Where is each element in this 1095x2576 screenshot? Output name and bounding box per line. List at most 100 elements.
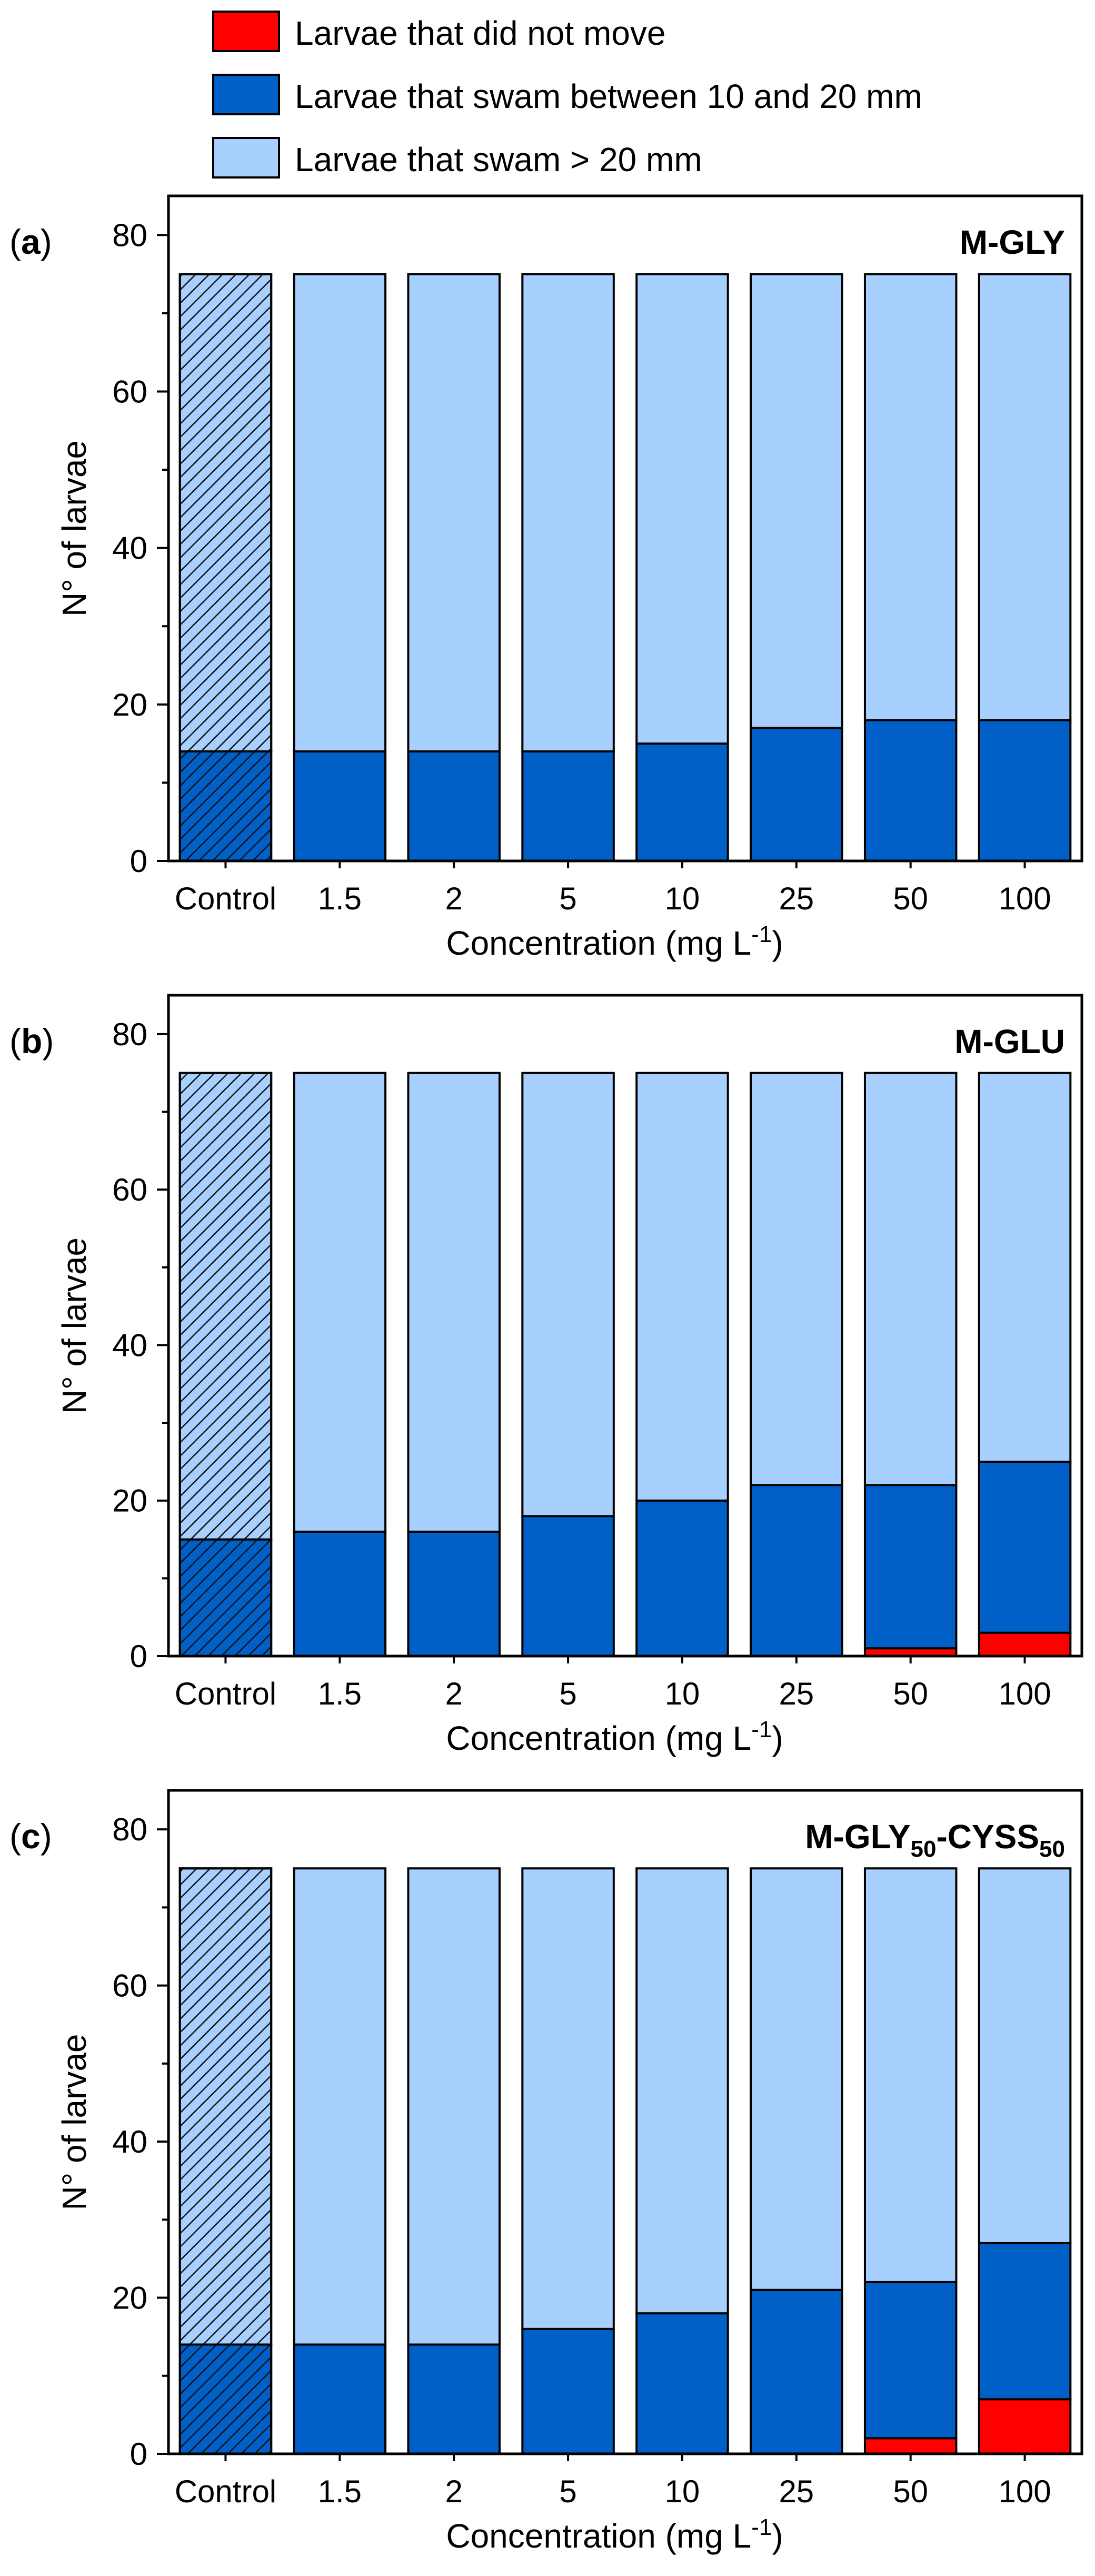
bar-swam-10-20-1.5: [293, 1530, 387, 1657]
x-tick-label: Control: [175, 881, 276, 916]
plot-frame: [167, 994, 1083, 1658]
bar-swam-gt-20-10: [635, 1867, 729, 2315]
bar-swam-gt-20-100: [978, 1867, 1072, 2244]
bars: [178, 1072, 1072, 1658]
panel-label: (a): [9, 222, 52, 261]
plot-frame: [167, 194, 1083, 863]
x-tick-label: 1.5: [318, 1676, 362, 1711]
bar-hatch-swam-gt-20-Control: [178, 1072, 273, 1541]
bar-swam-10-20-50: [863, 719, 958, 862]
panel-label: (c): [9, 1817, 52, 1856]
panel-title: M-GLU: [954, 1023, 1065, 1061]
bar-hatch-swam-10-20-Control: [178, 1538, 273, 1657]
legend-item-swam-gt-20: Larvae that swam > 20 mm: [212, 137, 702, 179]
bar-swam-10-20-25: [750, 2288, 843, 2455]
x-tick-label: 100: [999, 881, 1051, 916]
bar-swam-gt-20-5: [521, 1867, 615, 2330]
y-tick-label: 40: [112, 1327, 147, 1363]
bar-swam-gt-20-5: [521, 1072, 615, 1518]
bars: [178, 1867, 1072, 2455]
x-tick-label: 5: [559, 2474, 576, 2509]
x-tick-label: 2: [445, 881, 463, 916]
x-axis-label: Concentration (mg L-1): [446, 922, 783, 962]
x-tick-label: 5: [559, 1676, 576, 1711]
bar-swam-10-20-5: [521, 2327, 615, 2455]
y-tick-label: 80: [112, 1812, 147, 1847]
x-tick-label: 50: [893, 1676, 928, 1711]
x-tick-label: Control: [175, 1676, 276, 1711]
legend-swatch-swam-10-20: [212, 74, 280, 115]
bar-swam-gt-20-50: [863, 273, 958, 721]
legend-label-did-not-move: Larvae that did not move: [295, 14, 665, 52]
bar-swam-10-20-5: [521, 750, 615, 862]
x-tick-label: 2: [445, 1676, 463, 1711]
bar-swam-10-20-10: [635, 2312, 729, 2455]
bar-swam-gt-20-2: [407, 1867, 501, 2346]
legend-swatch-swam-gt-20: [212, 137, 280, 179]
bar-swam-10-20-1.5: [293, 2343, 387, 2455]
x-tick-label: 10: [665, 881, 700, 916]
x-tick-label: 1.5: [318, 881, 362, 916]
legend-item-did-not-move: Larvae that did not move: [212, 11, 665, 52]
bar-swam-gt-20-10: [635, 273, 729, 745]
bar-swam-10-20-25: [750, 727, 843, 863]
bar-swam-gt-20-1.5: [293, 1867, 387, 2346]
bar-swam-10-20-25: [750, 1484, 843, 1658]
bar-swam-10-20-10: [635, 1499, 729, 1657]
y-tick-label: 60: [112, 1172, 147, 1207]
x-tick-label: 50: [893, 2474, 928, 2509]
bar-swam-10-20-100: [978, 1460, 1072, 1634]
bar-swam-10-20-5: [521, 1515, 615, 1658]
bar-swam-gt-20-10: [635, 1072, 729, 1502]
y-tick-label: 60: [112, 1968, 147, 2004]
x-tick-label: 25: [779, 1676, 814, 1711]
bar-swam-gt-20-25: [750, 273, 843, 729]
legend-item-swam-10-20: Larvae that swam between 10 and 20 mm: [212, 74, 922, 115]
bar-swam-gt-20-100: [978, 273, 1072, 721]
y-tick-label: 0: [130, 2436, 147, 2472]
x-axis-label: Concentration (mg L-1): [446, 1717, 783, 1757]
bar-swam-gt-20-2: [407, 1072, 501, 1533]
bar-hatch-swam-10-20-Control: [178, 750, 273, 862]
x-axis-label: Concentration (mg L-1): [446, 2514, 783, 2555]
bar-swam-10-20-100: [978, 719, 1072, 862]
legend-label-swam-10-20: Larvae that swam between 10 and 20 mm: [295, 77, 922, 115]
panel-title: M-GLY: [960, 223, 1065, 261]
bar-swam-10-20-2: [407, 750, 501, 862]
y-tick-label: 0: [130, 1639, 147, 1674]
bar-swam-10-20-2: [407, 1530, 501, 1657]
y-tick-label: 20: [112, 687, 147, 722]
y-tick-label: 40: [112, 531, 147, 566]
y-axis-label: N° of larvae: [55, 440, 93, 617]
bar-swam-gt-20-25: [750, 1072, 843, 1487]
bar-swam-10-20-2: [407, 2343, 501, 2455]
x-tick-label: 100: [999, 1676, 1051, 1711]
bar-did-not-move-100: [978, 2398, 1072, 2455]
y-tick-label: 80: [112, 217, 147, 253]
bar-swam-gt-20-5: [521, 273, 615, 752]
y-axis-label: N° of larvae: [55, 1237, 93, 1414]
bar-swam-10-20-50: [863, 2281, 958, 2440]
bar-swam-gt-20-1.5: [293, 273, 387, 752]
x-tick-label: 25: [779, 2474, 814, 2509]
legend-swatch-did-not-move: [212, 11, 280, 52]
x-tick-label: 10: [665, 2474, 700, 2509]
y-tick-label: 40: [112, 2124, 147, 2159]
bar-swam-10-20-1.5: [293, 750, 387, 862]
x-tick-label: Control: [175, 2474, 276, 2509]
bar-swam-gt-20-2: [407, 273, 501, 752]
y-tick-label: 0: [130, 844, 147, 879]
panel-label: (b): [9, 1022, 54, 1061]
plot-frame: [167, 1789, 1083, 2455]
y-tick-label: 80: [112, 1017, 147, 1052]
bar-swam-10-20-100: [978, 2242, 1072, 2401]
x-tick-label: 100: [999, 2474, 1051, 2509]
y-tick-label: 60: [112, 374, 147, 409]
bar-swam-10-20-50: [863, 1484, 958, 1650]
bar-swam-gt-20-50: [863, 1867, 958, 2283]
x-tick-label: 50: [893, 881, 928, 916]
bar-swam-gt-20-25: [750, 1867, 843, 2291]
